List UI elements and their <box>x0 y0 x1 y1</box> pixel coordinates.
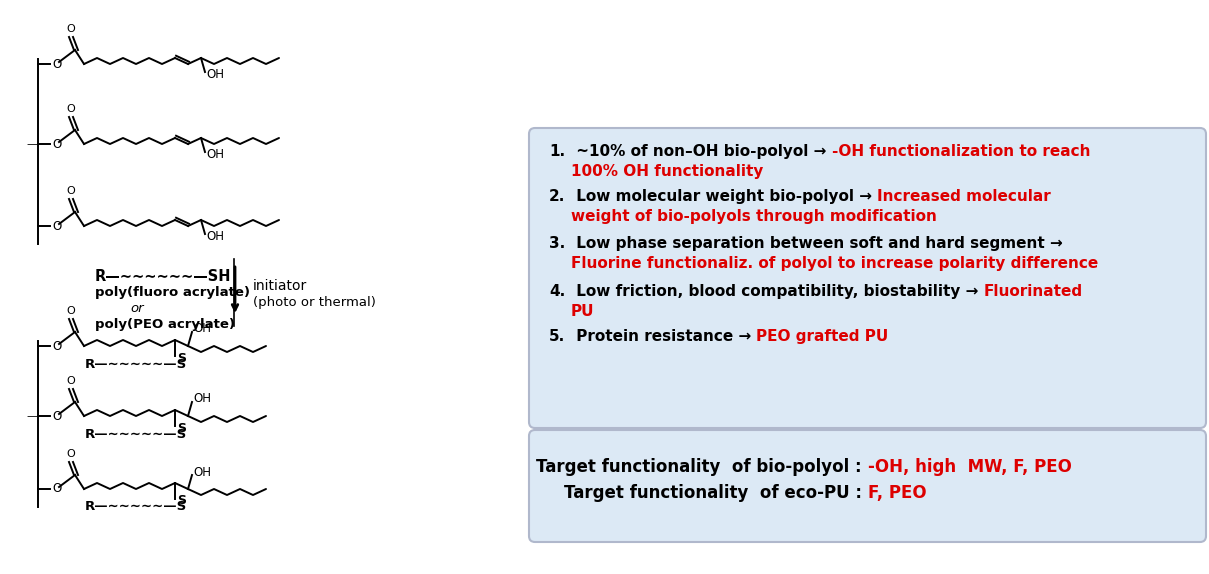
Text: O: O <box>66 306 75 316</box>
Text: S: S <box>177 494 186 507</box>
Text: weight of bio-polyols through modification: weight of bio-polyols through modificati… <box>571 209 937 224</box>
Text: S: S <box>177 351 186 364</box>
Text: 1.: 1. <box>549 144 565 159</box>
Text: Fluorine functionaliz. of polyol to increase polarity difference: Fluorine functionaliz. of polyol to incr… <box>571 256 1098 271</box>
Text: R—∼∼∼∼∼—S: R—∼∼∼∼∼—S <box>85 358 187 370</box>
Text: initiator: initiator <box>253 279 307 293</box>
Text: R—∼∼∼∼∼—S: R—∼∼∼∼∼—S <box>85 428 187 440</box>
Text: S: S <box>177 421 186 435</box>
Text: R—∼∼∼∼∼—S: R—∼∼∼∼∼—S <box>85 501 187 514</box>
Text: Protein resistance →: Protein resistance → <box>571 329 757 344</box>
Text: OH: OH <box>193 393 212 405</box>
Text: 2.: 2. <box>549 189 566 204</box>
Text: Low friction, blood compatibility, biostability →: Low friction, blood compatibility, biost… <box>571 284 984 299</box>
Text: O: O <box>52 138 62 150</box>
Text: O: O <box>66 104 75 114</box>
Text: -OH functionalization to reach: -OH functionalization to reach <box>832 144 1091 159</box>
Text: O: O <box>52 339 62 352</box>
Text: poly(fluoro acrylate): poly(fluoro acrylate) <box>96 286 250 299</box>
Text: O: O <box>66 24 75 34</box>
Text: —: — <box>27 411 37 421</box>
Text: Low phase separation between soft and hard segment →: Low phase separation between soft and ha… <box>571 236 1063 251</box>
FancyBboxPatch shape <box>530 430 1207 542</box>
Text: OH: OH <box>206 231 224 243</box>
Text: O: O <box>52 219 62 232</box>
Text: O: O <box>52 57 62 71</box>
Text: OH: OH <box>206 68 224 82</box>
Text: Increased molecular: Increased molecular <box>878 189 1051 204</box>
Text: PU: PU <box>571 304 595 319</box>
FancyBboxPatch shape <box>530 128 1207 428</box>
Text: O: O <box>52 409 62 422</box>
Text: Target functionality  of bio-polyol :: Target functionality of bio-polyol : <box>536 458 868 476</box>
Text: 4.: 4. <box>549 284 566 299</box>
Text: -OH, high  MW, F, PEO: -OH, high MW, F, PEO <box>868 458 1071 476</box>
Text: —: — <box>27 139 37 149</box>
Text: ~10% of non–OH bio-polyol →: ~10% of non–OH bio-polyol → <box>571 144 832 159</box>
Text: OH: OH <box>193 323 212 335</box>
Text: OH: OH <box>193 466 212 479</box>
Text: OH: OH <box>206 149 224 161</box>
Text: 100% OH functionality: 100% OH functionality <box>571 164 763 179</box>
Text: F, PEO: F, PEO <box>868 484 926 502</box>
Text: O: O <box>52 483 62 495</box>
Text: poly(PEO acrylate): poly(PEO acrylate) <box>96 318 235 331</box>
Text: 3.: 3. <box>549 236 566 251</box>
Text: Target functionality  of eco-PU :: Target functionality of eco-PU : <box>563 484 868 502</box>
Text: or: or <box>131 302 144 315</box>
Text: PEO grafted PU: PEO grafted PU <box>757 329 889 344</box>
Text: O: O <box>66 186 75 196</box>
Text: O: O <box>66 376 75 386</box>
Text: 5.: 5. <box>549 329 566 344</box>
Text: Fluorinated: Fluorinated <box>984 284 1083 299</box>
Text: R—∼∼∼∼∼∼—SH: R—∼∼∼∼∼∼—SH <box>96 269 231 284</box>
Text: (photo or thermal): (photo or thermal) <box>253 296 376 309</box>
Text: O: O <box>66 449 75 459</box>
Text: Low molecular weight bio-polyol →: Low molecular weight bio-polyol → <box>571 189 878 204</box>
